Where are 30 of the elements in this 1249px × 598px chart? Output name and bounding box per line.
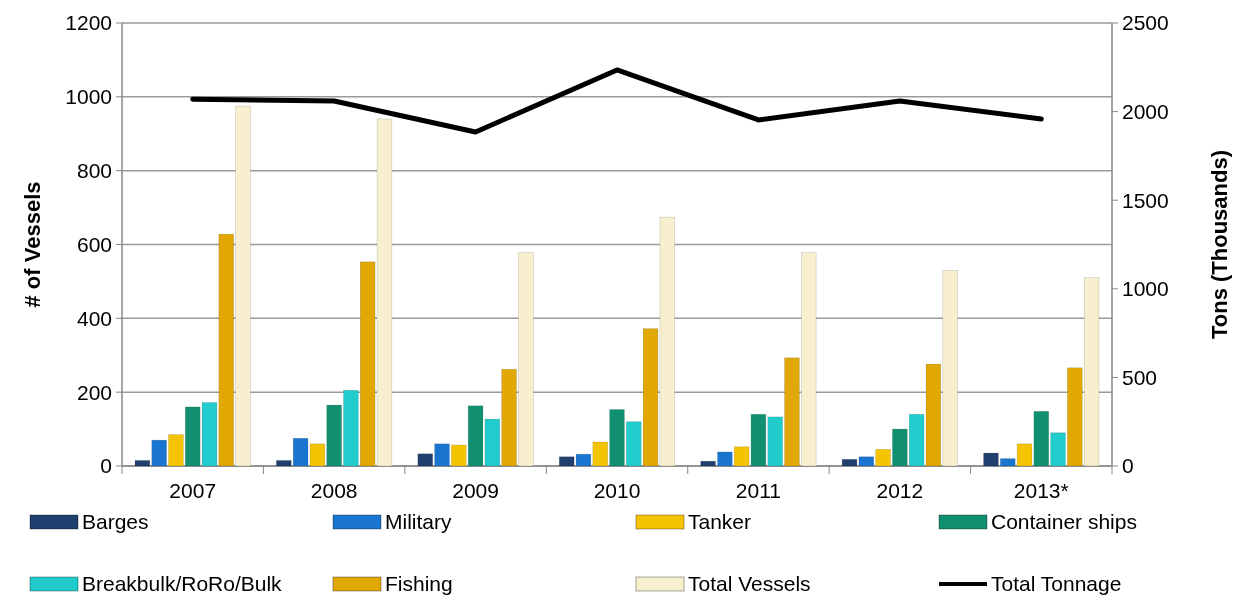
y2-axis-title: Tons (Thousands) (1207, 149, 1232, 340)
x-tick-label: 2007 (169, 479, 217, 502)
y-tick-label: 1200 (65, 11, 112, 35)
y-axis-title: # of Vessels (20, 181, 45, 308)
y-tick-label: 800 (76, 159, 112, 183)
legend-label: Fishing (385, 572, 453, 596)
legend-label: Military (385, 510, 452, 534)
y2-tick-label: 2000 (1122, 99, 1169, 123)
legend-label: Breakbulk/RoRo/Bulk (82, 572, 283, 596)
y-tick-label: 600 (76, 232, 112, 256)
legend-label: Tanker (688, 510, 752, 534)
x-tick-label: 2010 (593, 479, 641, 502)
y2-tick-label: 500 (1122, 365, 1158, 389)
y2-tick-label: 1500 (1122, 188, 1169, 212)
x-tick-label: 2012 (876, 479, 924, 502)
y-tick-label: 1000 (65, 85, 112, 109)
x-tick-label: 2009 (452, 479, 499, 502)
y-tick-label: 200 (76, 380, 112, 404)
y2-tick-label: 1000 (1122, 277, 1169, 301)
y2-tick-label: 2500 (1122, 11, 1169, 35)
y2-tick-label: 0 (1122, 454, 1134, 478)
x-tick-label: 2011 (735, 479, 782, 502)
legend-label: Barges (82, 510, 149, 534)
legend-label: Total Vessels (688, 572, 811, 596)
legend-label: Total Tonnage (991, 572, 1122, 596)
y-tick-label: 0 (100, 454, 112, 478)
y-tick-label: 400 (76, 306, 112, 330)
x-tick-label: 2013* (1013, 479, 1069, 502)
x-tick-label: 2008 (310, 479, 358, 502)
legend-label: Container ships (991, 510, 1137, 534)
